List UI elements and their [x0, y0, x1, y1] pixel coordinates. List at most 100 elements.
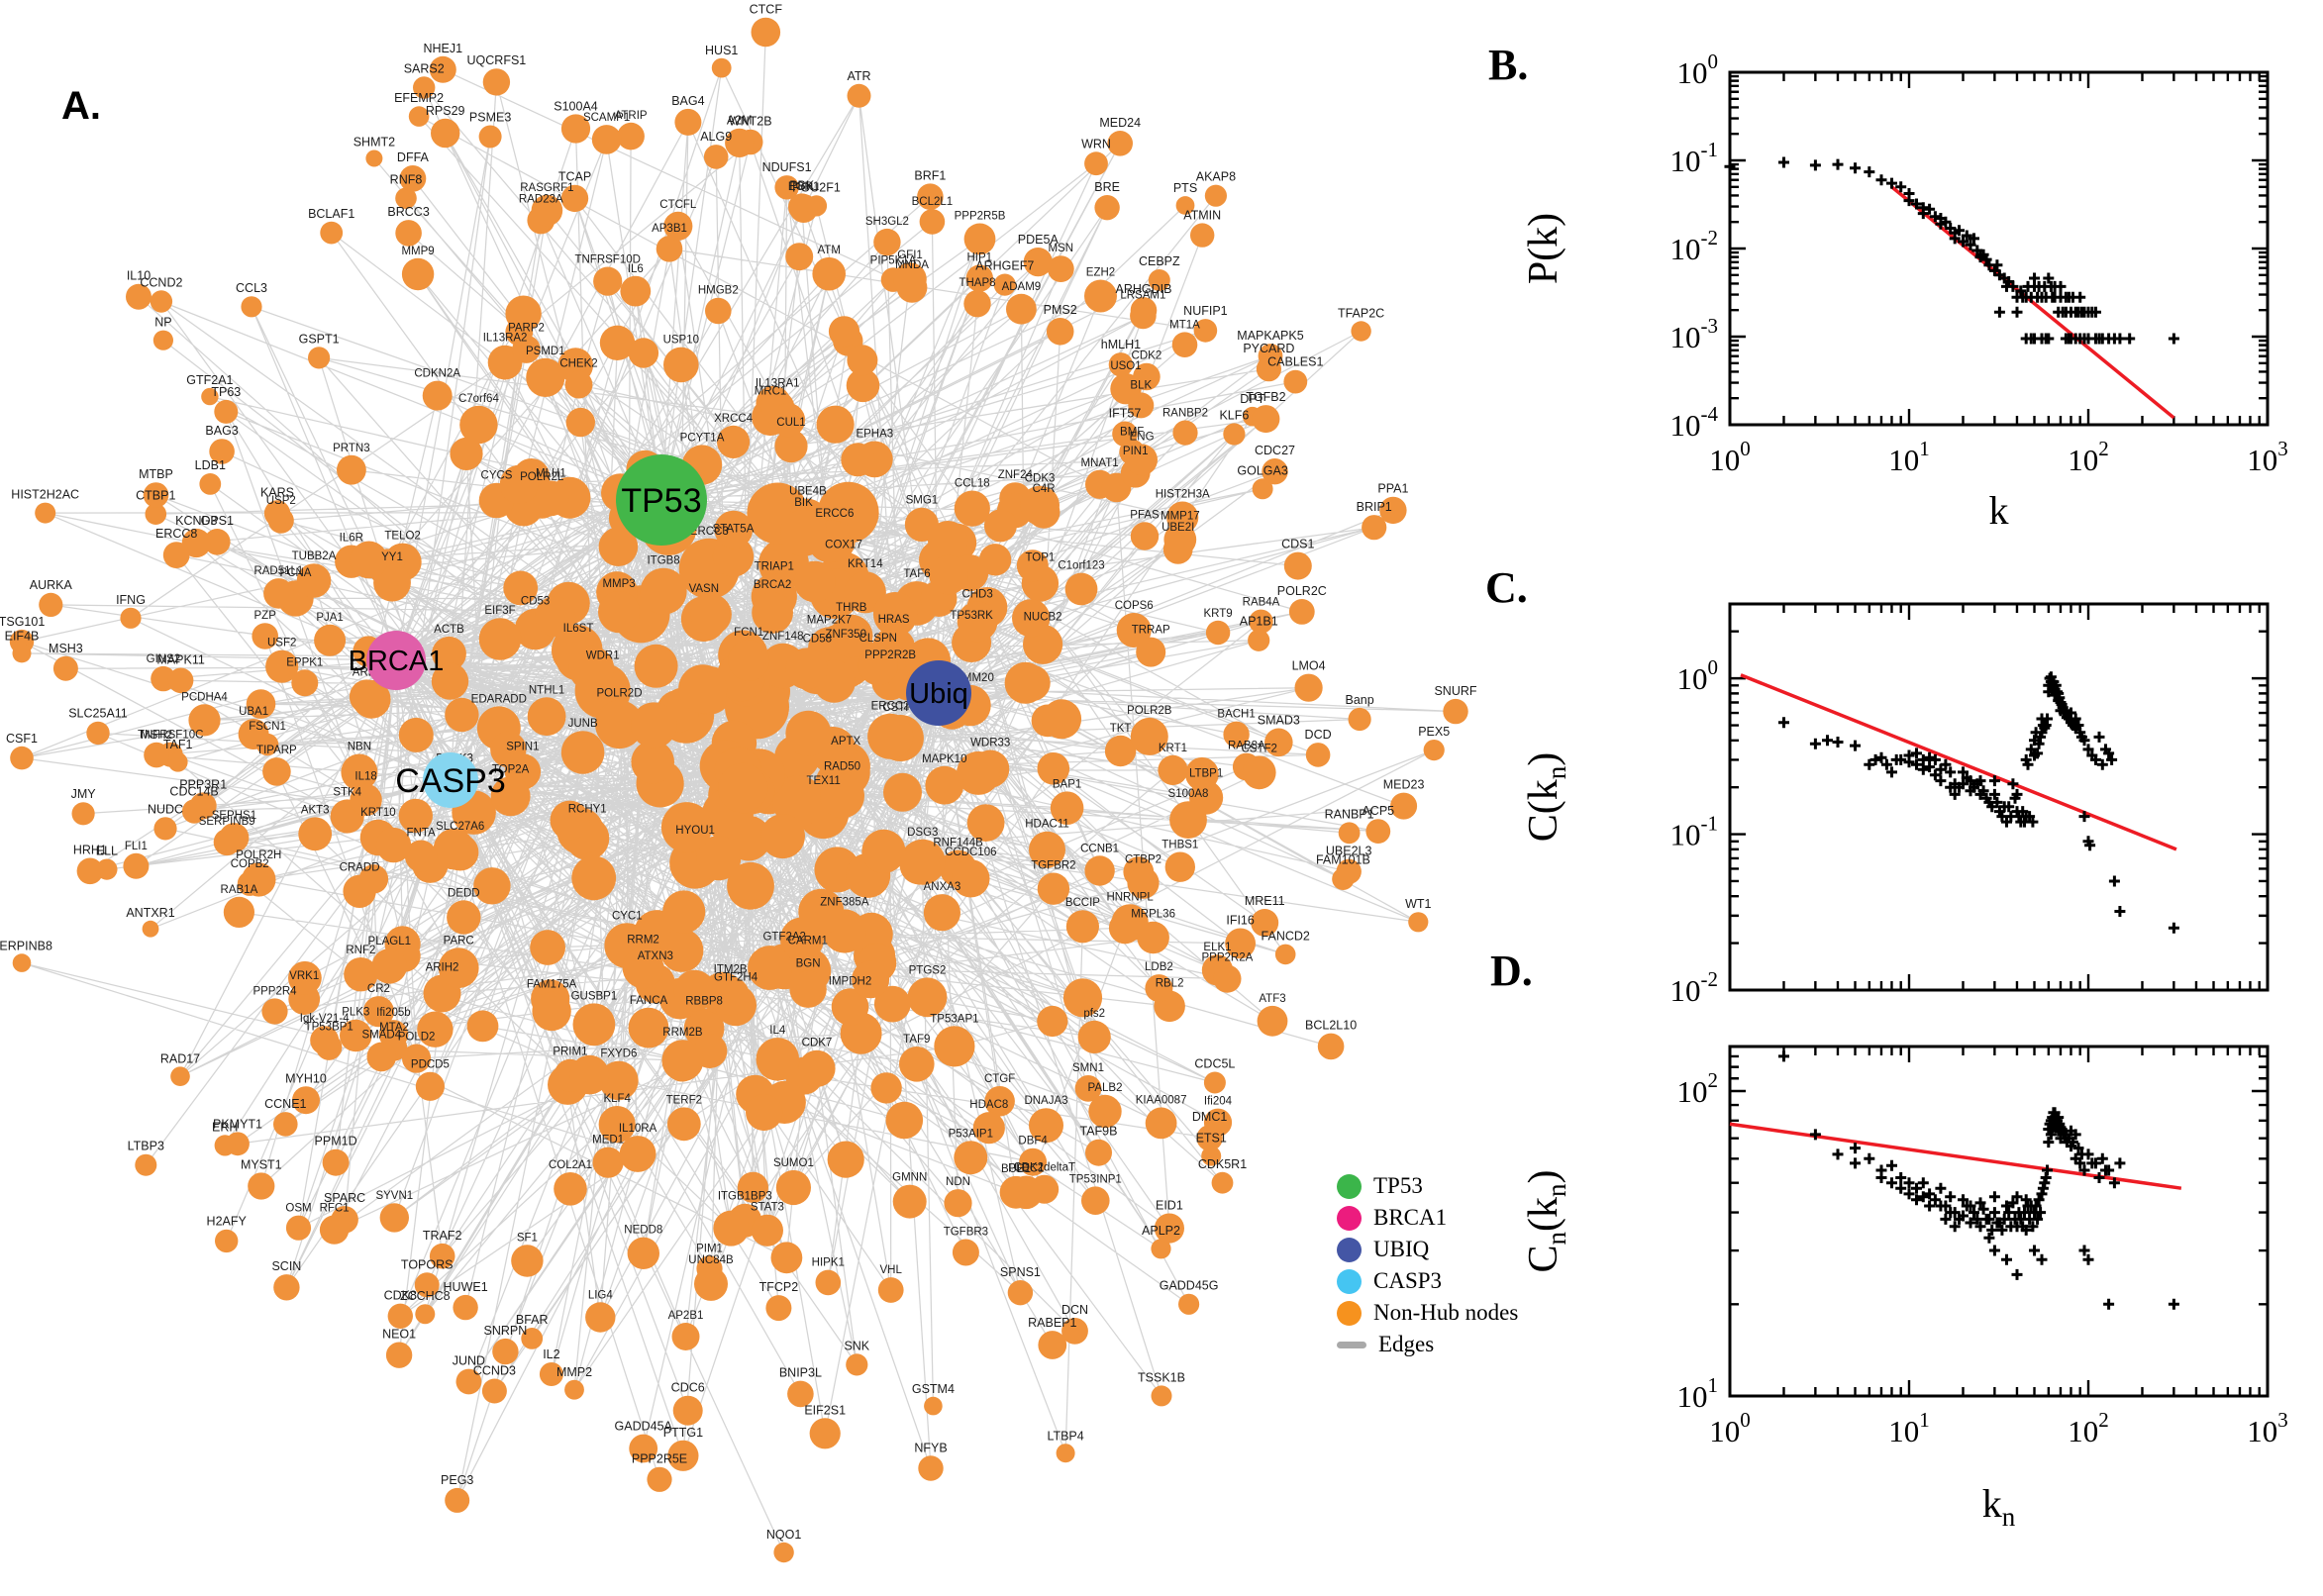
gene-node-label: ERCC2 [871, 701, 910, 713]
gene-node [358, 864, 389, 894]
gene-node [1038, 1331, 1067, 1359]
gene-node [647, 1466, 672, 1492]
gene-node-label: IL6ST [563, 623, 594, 635]
gene-node [404, 840, 438, 872]
gene-node-label: CDK8 [384, 1289, 417, 1303]
gene-node [619, 1136, 656, 1172]
gene-node [445, 697, 479, 733]
gene-node-label: IL10RA [619, 1123, 657, 1135]
gene-node [923, 894, 961, 932]
gene-node [713, 1210, 750, 1247]
gene-node-label: PIM1 [696, 1243, 723, 1254]
gene-node-label: NUDC [148, 802, 183, 816]
gene-node-label: S100A4 [554, 99, 598, 113]
gene-node [1294, 673, 1323, 702]
hub-node-label-casp3: CASP3 [395, 762, 506, 800]
gene-node-label: HRH1 [73, 844, 107, 857]
gene-node-label: TELO2 [384, 531, 420, 543]
gene-node [209, 439, 235, 464]
gene-node [1137, 921, 1169, 954]
gene-node-label: LRSAM1 [1120, 290, 1165, 302]
gene-node [248, 1172, 275, 1200]
gene-node [322, 1148, 350, 1176]
gene-node [402, 1044, 432, 1073]
gene-node-label: LMO4 [1292, 659, 1326, 673]
gene-node-label: TGFBR3 [944, 1226, 988, 1238]
gene-node-label: MLH1 [536, 467, 566, 479]
gene-node-label: BRCA2 [754, 579, 791, 591]
gene-node-label: CTGF [984, 1073, 1015, 1085]
gene-node-label: C1orf123 [1058, 560, 1104, 572]
gene-node-label: RAD50 [824, 761, 860, 773]
gene-node-label: ETS1 [1196, 1132, 1227, 1146]
gene-node [928, 521, 968, 561]
gene-node-label: TP53AP1 [930, 1013, 978, 1025]
gene-node-label: RAB4A [1243, 597, 1280, 609]
gene-node-label: BRF1 [914, 168, 946, 182]
gene-node [620, 275, 652, 307]
gene-node-label: ERCC8 [155, 527, 197, 541]
gene-node [481, 1378, 507, 1404]
panel-a-label: A. [61, 84, 101, 128]
gene-node [12, 953, 32, 972]
gene-node-label: COPS6 [1115, 600, 1154, 612]
gene-node [365, 150, 383, 167]
gene-node-label: TAF9B [1080, 1125, 1118, 1139]
gene-node [1172, 420, 1198, 446]
gene-node [656, 236, 683, 262]
gene-node-label: BIK [794, 497, 813, 509]
gene-node [748, 946, 792, 990]
gene-node [660, 802, 712, 853]
gene-node-label: PPP2R2B [864, 649, 916, 661]
gene-node-label: SNURF [1434, 684, 1476, 698]
gene-node-label: CTBP1 [136, 488, 175, 502]
gene-node [1288, 599, 1315, 625]
legend-item-label: Non-Hub nodes [1373, 1300, 1519, 1325]
gene-node-label: TRRAP [1132, 625, 1170, 637]
gene-node [1223, 423, 1246, 446]
gene-node-label: C4R [1033, 483, 1056, 495]
gene-node-label: EPPK1 [286, 656, 323, 668]
gene-node-label: CCNB1 [1080, 843, 1119, 854]
gene-node [1362, 515, 1387, 541]
gene-node-label: RFC1 [320, 1202, 350, 1214]
gene-node [631, 740, 674, 784]
gene-node-label: HIST2H3A [1156, 489, 1210, 501]
gene-node [628, 1007, 669, 1048]
gene-node [1007, 1280, 1034, 1306]
gene-node-label: HDAC8 [969, 1099, 1008, 1111]
gene-node-label: BLK [1130, 379, 1152, 391]
gene-node [1169, 801, 1207, 839]
gene-node [1065, 910, 1099, 944]
gene-node-label: TP53RK [950, 610, 993, 622]
gene-node [659, 929, 704, 972]
legend: TP53 BRCA1 UBIQ CASP3 Non-Hub nodes Edges [1337, 1170, 1518, 1360]
gene-node-label: USP10 [663, 335, 699, 347]
gene-node-label: KIAA0087 [1136, 1094, 1187, 1106]
gene-node [1408, 912, 1429, 933]
gene-node-label: BGN [796, 957, 821, 969]
gene-node-label: CUL1 [776, 417, 805, 429]
gene-node [252, 623, 278, 649]
gene-node-label: ARHGEF7 [975, 258, 1034, 272]
gene-node-label: ZNF385A [820, 897, 869, 909]
gene-node [918, 1455, 944, 1481]
gene-node [672, 1395, 703, 1426]
gene-node [145, 503, 167, 525]
gene-node-label: PIN1 [1123, 446, 1149, 457]
gene-node-label: BCLAF1 [308, 207, 354, 221]
gene-node-label: TGFBR2 [1031, 860, 1075, 872]
gene-node-label: CTBP2 [1125, 854, 1162, 866]
gene-node-label: GFI1 [897, 249, 923, 261]
gene-node [1145, 974, 1173, 1003]
y-tick-label: 102 [1677, 1068, 1719, 1109]
gene-node-label: MTA2 [379, 1022, 409, 1034]
gene-node-label: RAB1A [221, 884, 258, 896]
gene-node [627, 1237, 659, 1270]
gene-node [285, 1215, 312, 1241]
gene-node-label: AKT3 [301, 804, 330, 816]
gene-node-label: KCND3 [175, 514, 217, 528]
gene-node-label: RBBP8 [685, 995, 723, 1007]
gene-node-label: SYVN1 [375, 1190, 413, 1202]
gene-node-label: TAF6 [903, 568, 930, 580]
